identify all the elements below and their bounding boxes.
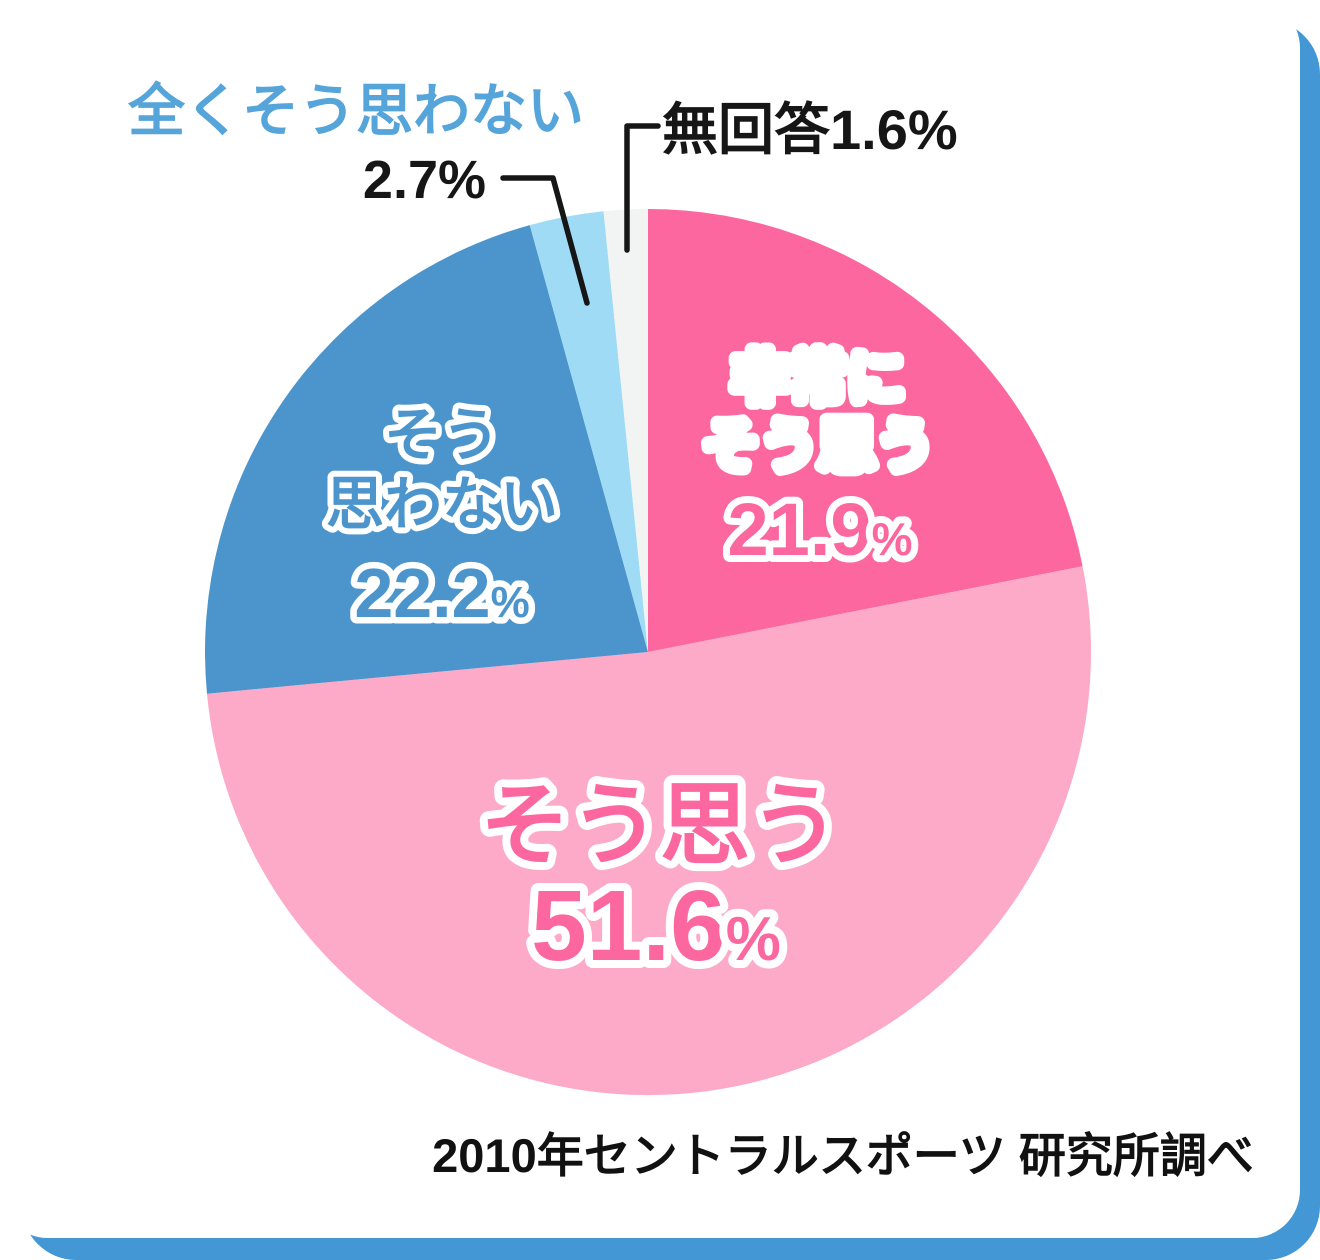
leader-line-strongly-disagree bbox=[500, 175, 590, 306]
pie-slices bbox=[205, 209, 1092, 1096]
percent-sign: % bbox=[872, 513, 913, 565]
slice-label-disagree-line2: 思わない bbox=[326, 472, 558, 537]
callout-value-strongly-disagree: 2.7% bbox=[363, 150, 486, 210]
slice-value-disagree: 22.2% bbox=[354, 554, 529, 632]
slice-value-number: 21.9 bbox=[728, 488, 872, 571]
leader-line-no-answer bbox=[624, 123, 661, 253]
pie-slice-1 bbox=[206, 566, 1092, 1096]
slice-label-strongly-agree-line2: そう思う bbox=[702, 414, 934, 479]
source-note: 2010年セントラルスポーツ 研究所調べ bbox=[432, 1129, 1254, 1182]
percent-sign: % bbox=[726, 905, 781, 974]
slice-label-strongly-agree-line1: 非常に bbox=[731, 346, 905, 411]
slice-value-number: 51.6 bbox=[531, 870, 726, 982]
pie-slice-3 bbox=[529, 211, 648, 653]
callout-label-strongly-disagree: 全くそう思わない bbox=[127, 79, 584, 143]
pie-slice-2 bbox=[205, 225, 649, 694]
pie-slice-0 bbox=[648, 209, 1083, 652]
callout-label-no-answer: 無回答1.6% bbox=[662, 98, 958, 161]
slice-label-disagree-line1: そう bbox=[384, 403, 500, 468]
slice-label-agree: そう思う bbox=[480, 776, 840, 876]
pie-slice-4 bbox=[603, 209, 648, 652]
percent-sign: % bbox=[491, 578, 530, 627]
slice-value-agree: 51.6% bbox=[531, 870, 781, 982]
slice-value-number: 22.2 bbox=[354, 554, 490, 632]
slice-value-strongly-agree: 21.9% bbox=[728, 488, 913, 571]
